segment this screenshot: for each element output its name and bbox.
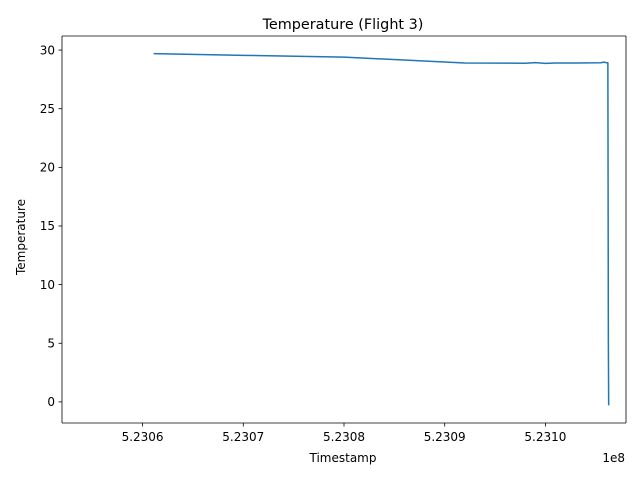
plot-area [61,35,627,424]
x-tick-label: 5.2310 [524,430,566,444]
x-tick-label: 5.2306 [122,430,164,444]
series-line-temperature [153,52,610,406]
y-tick-label: 5 [47,336,55,350]
y-axis-label: Temperature [14,199,28,276]
y-tick-label: 20 [40,161,55,175]
chart-title: Temperature (Flight 3) [262,17,424,33]
x-axis-label: Timestamp [309,451,377,465]
x-axis-offset-label: 1e8 [602,451,625,465]
y-tick-label: 30 [40,43,55,57]
x-tick-label: 5.2307 [222,430,264,444]
x-axis-ticks: 5.2306 5.2307 5.2308 5.2309 5.2310 [122,423,566,444]
series-group [153,52,610,406]
y-tick-label: 25 [40,102,55,116]
y-axis-ticks: 0 5 10 15 20 25 30 [40,43,62,409]
y-tick-label: 15 [40,219,55,233]
y-tick-label: 10 [40,278,55,292]
x-tick-label: 5.2308 [323,430,365,444]
x-tick-label: 5.2309 [424,430,466,444]
y-tick-label: 0 [47,395,55,409]
